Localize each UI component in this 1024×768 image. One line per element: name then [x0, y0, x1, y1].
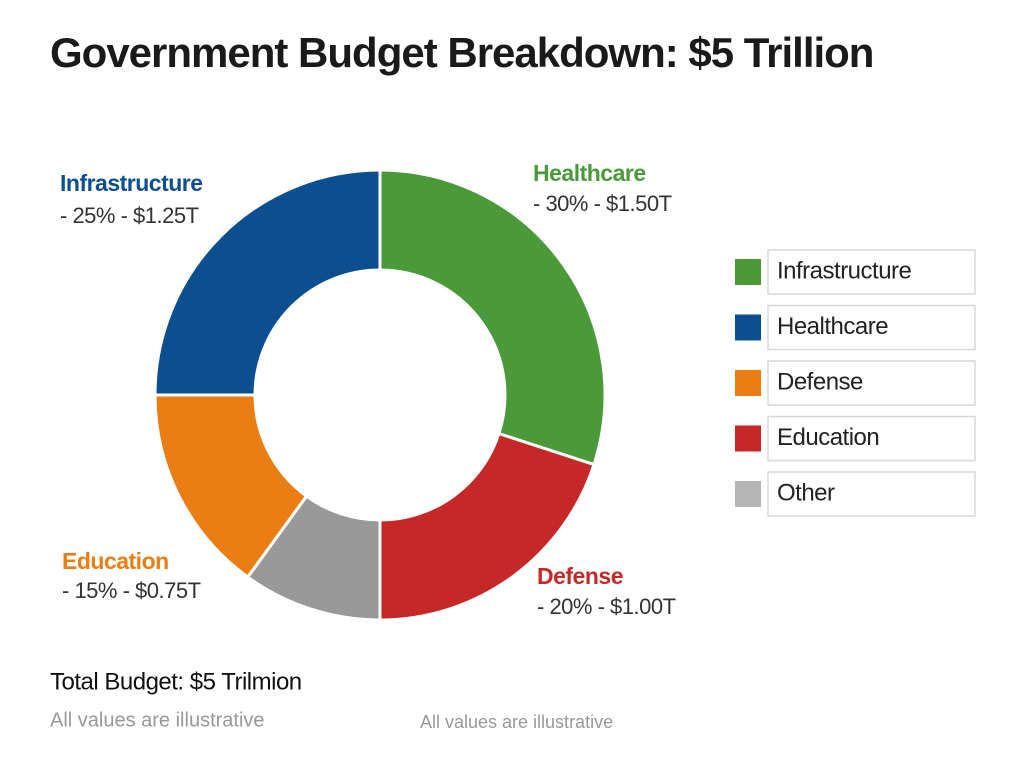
slice-label: Education [62, 548, 169, 574]
legend-label: Other [777, 479, 835, 506]
slice [378, 431, 596, 622]
legend-label: Healthcare [777, 313, 888, 340]
slice-label: Infrastructure [60, 170, 203, 196]
legend-swatch [735, 481, 761, 507]
legend-swatch [735, 314, 761, 341]
legend-swatch [735, 259, 761, 285]
slice [378, 168, 607, 467]
slice-value-label: - 20% - $1.00T [537, 594, 676, 619]
legend-swatch [735, 370, 761, 396]
chart-title: Government Budget Breakdown: $5 Trillion [50, 29, 873, 76]
legend-box [767, 249, 976, 295]
legend-label: Infrastructure [777, 257, 912, 284]
legend-box [767, 471, 976, 517]
note: All values are illustrative [50, 709, 265, 731]
legend-box [767, 304, 976, 351]
legend-box [767, 415, 976, 462]
legend-swatch [735, 425, 761, 452]
total-label: Total Budget: $5 Trilmion [50, 668, 302, 695]
legend-label: Defense [777, 368, 863, 395]
legend-box [767, 360, 976, 406]
slice-value-label: - 15% - $0.75T [62, 578, 201, 603]
slice-label: Defense [537, 563, 623, 589]
slice [153, 168, 382, 397]
slice-value-label: - 25% - $1.25T [60, 203, 199, 228]
note: All values are illustrative [420, 712, 613, 732]
slice-value-label: - 30% - $1.50T [533, 191, 672, 216]
legend-label: Education [777, 424, 879, 451]
slice-label: Healthcare [533, 160, 646, 186]
